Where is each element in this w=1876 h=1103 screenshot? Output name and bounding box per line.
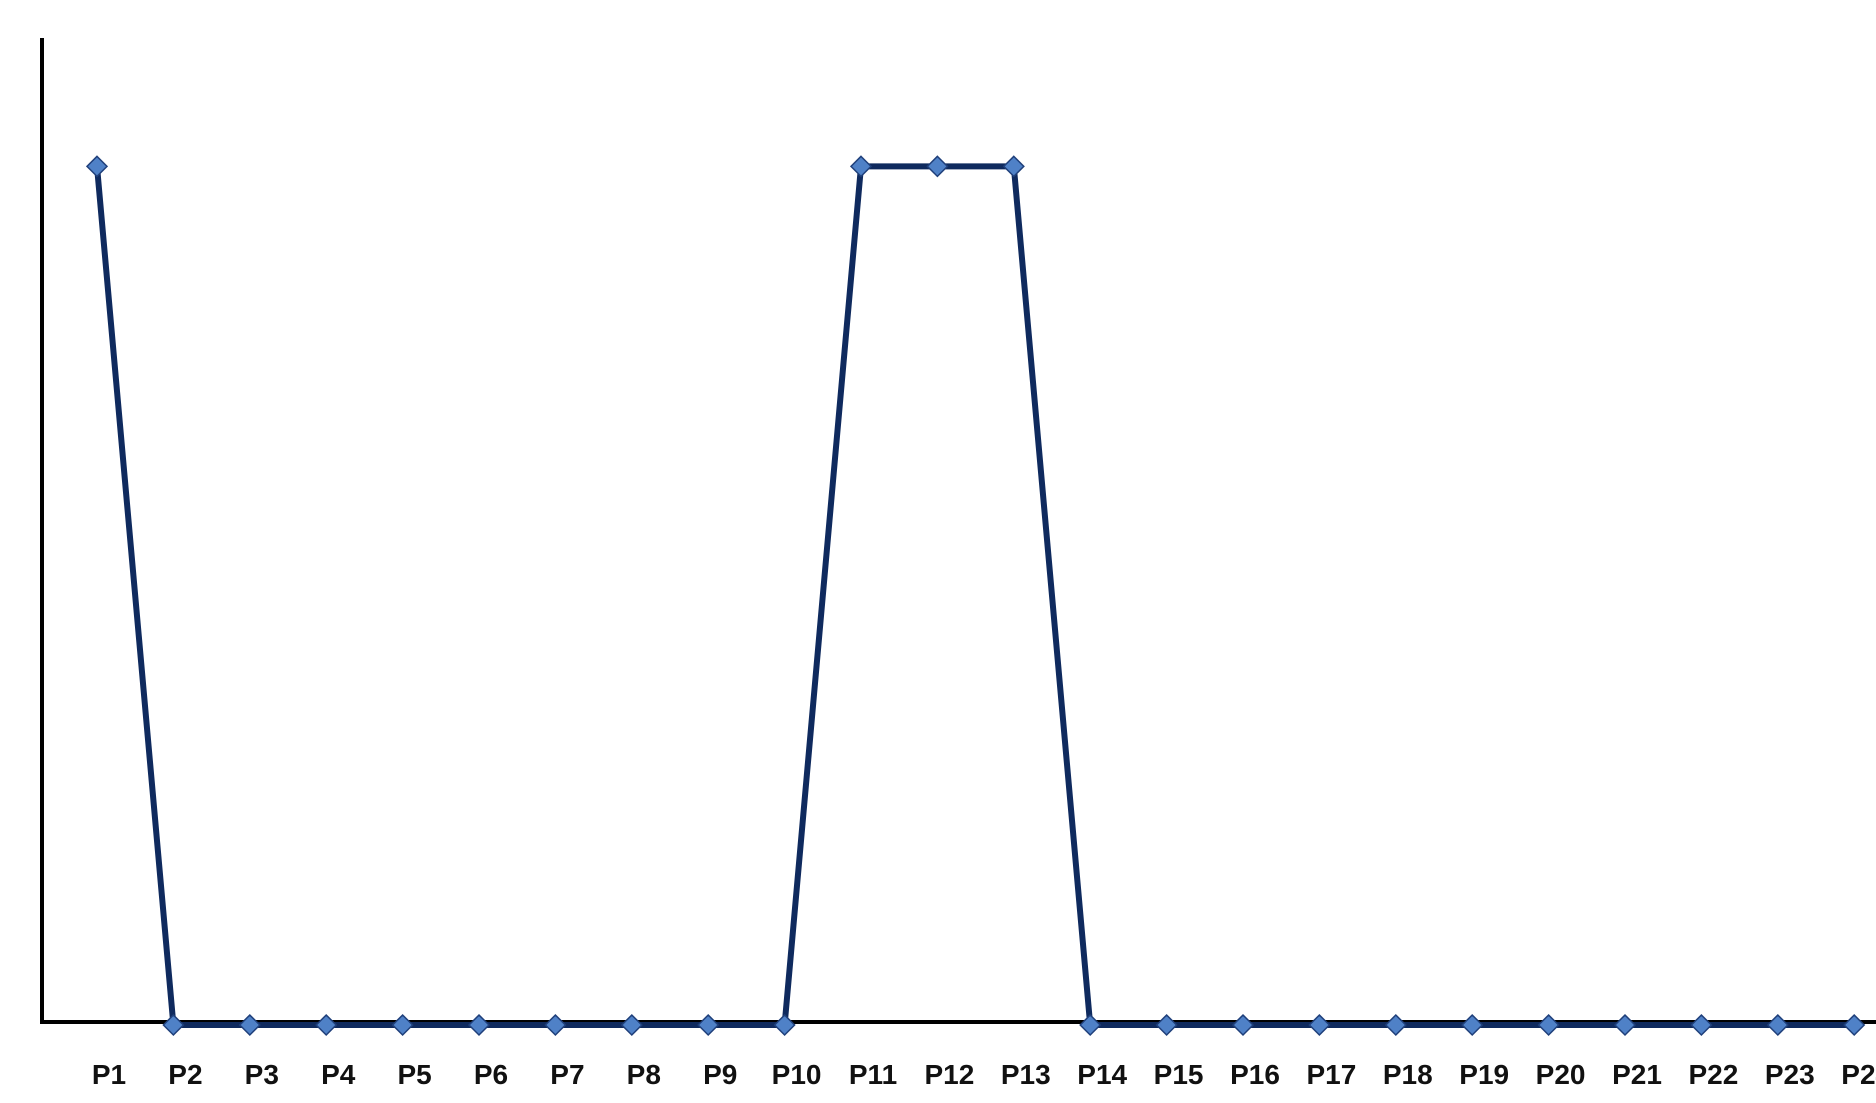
data-point-p2	[162, 1013, 185, 1037]
x-tick-label-p5: P5	[397, 1059, 431, 1090]
data-point-p1	[85, 155, 109, 178]
data-point-p16	[1231, 1013, 1255, 1037]
x-tick-label-p6: P6	[474, 1059, 508, 1090]
x-tick-label-p9: P9	[703, 1059, 737, 1090]
x-tick-label-p11: P11	[849, 1059, 897, 1090]
data-point-p9	[697, 1013, 720, 1037]
data-point-p22	[1690, 1013, 1713, 1037]
data-point-p17	[1308, 1013, 1331, 1037]
x-tick-label-p8: P8	[627, 1059, 661, 1090]
x-tick-label-p22: P22	[1688, 1059, 1738, 1090]
x-tick-label-p17: P17	[1306, 1059, 1356, 1090]
chart-axes	[40, 38, 1876, 1024]
data-point-p5	[391, 1013, 414, 1037]
x-tick-label-p15: P15	[1154, 1059, 1204, 1090]
x-tick-label-p3: P3	[245, 1059, 279, 1090]
data-point-p8	[620, 1013, 643, 1037]
x-tick-label-p4: P4	[321, 1059, 356, 1090]
data-point-p12	[926, 155, 949, 178]
data-point-p13	[1002, 155, 1025, 178]
x-tick-labels: P1 P2 P3 P4 P5 P6 P7 P8 P9 P10 P11 P12 P13 P14 P15 P16 P…	[92, 1059, 1876, 1090]
data-point-p11	[849, 155, 873, 178]
x-tick-label-p13: P13	[1001, 1059, 1051, 1090]
data-point-p6	[467, 1013, 491, 1037]
data-point-p23	[1766, 1013, 1789, 1037]
data-point-p20	[1537, 1013, 1560, 1037]
data-point-p24	[1843, 1013, 1866, 1037]
data-point-p4	[315, 1013, 338, 1037]
x-tick-label-p19: P19	[1459, 1059, 1509, 1090]
x-tick-label-p2: P2	[168, 1059, 202, 1090]
data-point-p14	[1079, 1013, 1102, 1037]
x-tick-label-p21: P21	[1612, 1059, 1662, 1090]
x-tick-label-p7: P7	[550, 1059, 584, 1090]
data-point-p19	[1461, 1013, 1484, 1037]
x-tick-label-p14: P14	[1077, 1059, 1127, 1090]
data-point-p21	[1613, 1013, 1637, 1037]
data-point-p18	[1384, 1013, 1407, 1037]
data-point-p7	[544, 1013, 567, 1037]
x-tick-label-p20: P20	[1536, 1059, 1586, 1090]
marker-layer	[85, 155, 1866, 1037]
data-point-p10	[773, 1013, 796, 1037]
data-point-p3	[238, 1013, 261, 1037]
x-tick-label-p16: P16	[1230, 1059, 1280, 1090]
x-tick-label-p23: P23	[1765, 1059, 1815, 1090]
x-tick-label-p24: P24	[1841, 1059, 1876, 1090]
x-tick-label-p1: P1	[92, 1059, 126, 1090]
x-tick-label-p12: P12	[924, 1059, 974, 1090]
series-layer	[94, 163, 1855, 1028]
x-tick-label-p18: P18	[1383, 1059, 1433, 1090]
data-point-p15	[1155, 1013, 1178, 1037]
series-line	[94, 163, 1855, 1028]
x-tick-label-p10: P10	[772, 1059, 822, 1090]
